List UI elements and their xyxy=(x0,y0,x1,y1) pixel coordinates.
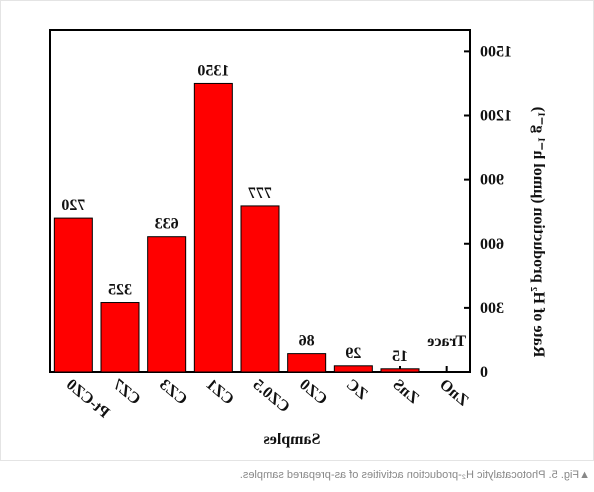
bar xyxy=(287,353,327,373)
value-label: 325 xyxy=(108,282,132,299)
x-tick-label: ZC xyxy=(343,376,371,403)
x-tick-label: ZnS xyxy=(389,376,422,407)
bar xyxy=(100,302,140,373)
bar xyxy=(333,365,373,373)
bar xyxy=(380,368,420,373)
x-tick-label: CZ1 xyxy=(203,376,237,408)
value-label: Trace xyxy=(427,333,466,350)
y-tick-label: 900 xyxy=(480,172,504,189)
value-label: 86 xyxy=(299,333,315,350)
x-tick-label: CZ0 xyxy=(296,376,330,408)
bar xyxy=(240,205,280,373)
bar xyxy=(147,236,187,373)
value-label: 1350 xyxy=(197,62,229,79)
x-tick-label: CZ7 xyxy=(109,376,143,408)
y-tick-label: 1500 xyxy=(480,43,512,60)
value-label: 777 xyxy=(248,185,272,202)
bar xyxy=(53,217,93,373)
y-tick-label: 300 xyxy=(480,300,504,317)
y-axis-title: Rate of H₂ production (μmol h⁻¹ g⁻¹) xyxy=(530,107,547,358)
x-tick-label: CZ3 xyxy=(156,376,190,408)
x-axis-title: Samples xyxy=(264,431,321,448)
value-label: 29 xyxy=(345,345,361,362)
x-tick-label: CZ0.5 xyxy=(249,376,292,416)
value-label: 15 xyxy=(392,348,408,365)
value-label: 720 xyxy=(61,197,85,214)
bar xyxy=(193,82,233,373)
y-tick-label: 600 xyxy=(480,236,504,253)
y-tick-label: 1200 xyxy=(480,108,512,125)
x-tick-label: ZnO xyxy=(436,376,471,410)
value-label: 633 xyxy=(155,216,179,233)
caption: ▲Fig. 5. Photocatalytic H₂-production ac… xyxy=(240,469,590,481)
x-tick-label: Pt-CZ0 xyxy=(63,376,113,422)
y-tick-label: 0 xyxy=(480,364,488,381)
